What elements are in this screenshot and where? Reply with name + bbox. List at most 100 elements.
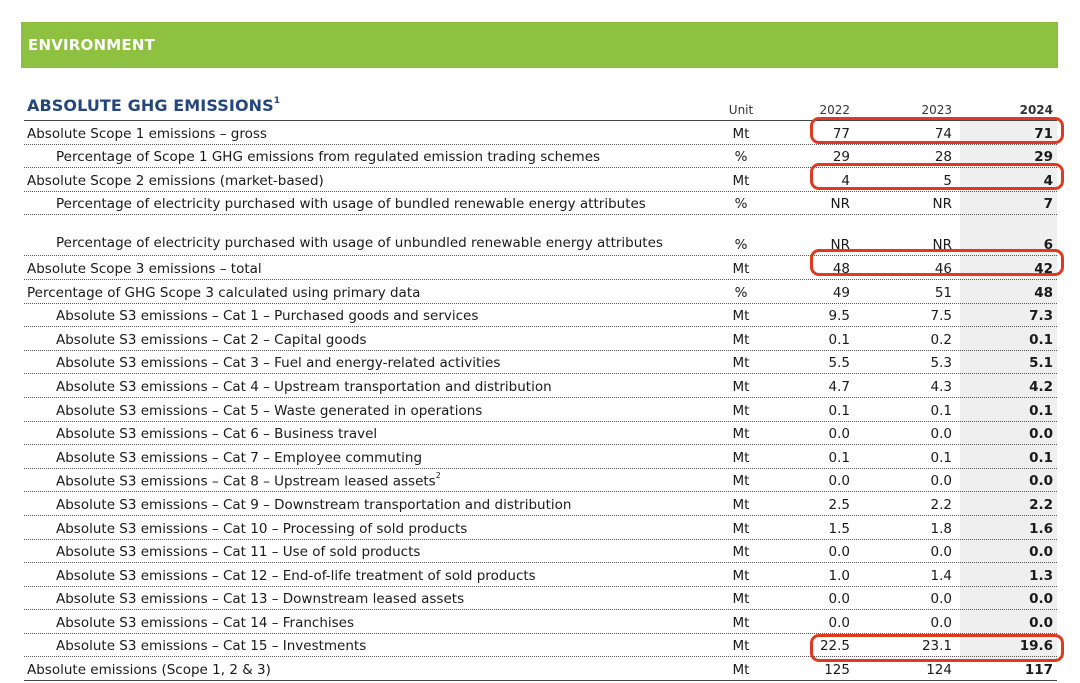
header-2023: 2023 xyxy=(921,103,952,117)
header-unit: Unit xyxy=(728,103,754,117)
value-2023: 0.0 xyxy=(930,614,952,631)
value-2022: 29 xyxy=(832,149,850,166)
value-2022: 22.5 xyxy=(819,638,850,655)
row-label: Absolute S3 emissions – Cat 2 – Capital … xyxy=(56,331,367,348)
table-row: Absolute S3 emissions – Cat 1 – Purchase… xyxy=(24,304,1057,328)
value-2022: 0.1 xyxy=(828,402,850,419)
value-2022: 0.0 xyxy=(828,426,850,443)
table-row: Absolute S3 emissions – Cat 7 – Employee… xyxy=(24,445,1057,469)
value-2023: 1.8 xyxy=(930,520,952,537)
header-2024: 2024 xyxy=(1019,103,1053,117)
value-2023: 0.0 xyxy=(930,591,952,608)
value-2022: 49 xyxy=(832,284,850,301)
row-unit: % xyxy=(734,237,748,254)
row-label: Absolute S3 emissions – Cat 10 – Process… xyxy=(56,520,468,537)
row-label: Absolute S3 emissions – Cat 8 – Upstream… xyxy=(56,470,441,490)
value-2022: 4.7 xyxy=(828,378,850,395)
value-2023: 1.4 xyxy=(930,567,952,584)
row-label: Absolute S3 emissions – Cat 4 – Upstream… xyxy=(56,378,552,395)
value-2023: 23.1 xyxy=(921,638,952,655)
row-unit: Mt xyxy=(732,496,750,513)
row-unit: Mt xyxy=(732,355,750,372)
table-row: Absolute S3 emissions – Cat 13 – Downstr… xyxy=(24,587,1057,611)
row-label: Absolute S3 emissions – Cat 9 – Downstre… xyxy=(56,496,572,513)
value-2024: 5.1 xyxy=(1029,355,1053,372)
row-unit: % xyxy=(734,149,748,166)
value-2024: 1.3 xyxy=(1029,567,1053,584)
value-2022: 77 xyxy=(832,125,850,142)
emissions-table: Absolute Scope 1 emissions – gross Mt 77… xyxy=(24,120,1057,682)
value-2023: 0.0 xyxy=(930,544,952,561)
value-2022: 1.5 xyxy=(828,520,850,537)
table-row: Percentage of GHG Scope 3 calculated usi… xyxy=(24,280,1057,304)
table-row: Absolute Scope 3 emissions – total Mt 48… xyxy=(24,256,1057,280)
table-row: Absolute S3 emissions – Cat 3 – Fuel and… xyxy=(24,351,1057,375)
value-2022: 0.0 xyxy=(828,544,850,561)
value-2023: 2.2 xyxy=(930,496,952,513)
value-2024: 19.6 xyxy=(1019,638,1053,655)
banner-title: ENVIRONMENT xyxy=(28,36,156,54)
value-2023: 4.3 xyxy=(930,378,952,395)
row-footnote: 2 xyxy=(435,470,441,480)
title-footnote: 1 xyxy=(273,95,281,106)
row-label: Absolute S3 emissions – Cat 13 – Downstr… xyxy=(56,591,465,608)
value-2023: 5.3 xyxy=(930,355,952,372)
value-2022: 0.0 xyxy=(828,473,850,490)
value-2022: 48 xyxy=(832,260,850,277)
value-2024: 4 xyxy=(1043,172,1053,189)
row-unit: Mt xyxy=(732,638,750,655)
value-2022: 5.5 xyxy=(828,355,850,372)
table-row: Absolute S3 emissions – Cat 14 – Franchi… xyxy=(24,610,1057,634)
table-row: Absolute S3 emissions – Cat 5 – Waste ge… xyxy=(24,398,1057,422)
value-2024: 71 xyxy=(1034,125,1053,142)
row-unit: Mt xyxy=(732,125,750,142)
value-2023: NR xyxy=(932,196,952,213)
row-label: Absolute S3 emissions – Cat 7 – Employee… xyxy=(56,449,423,466)
value-2024: 0.0 xyxy=(1029,426,1053,443)
table-row: Absolute S3 emissions – Cat 9 – Downstre… xyxy=(24,492,1057,516)
value-2022: 0.0 xyxy=(828,591,850,608)
row-unit: Mt xyxy=(732,402,750,419)
value-2023: 74 xyxy=(934,125,952,142)
value-2023: 46 xyxy=(934,260,952,277)
row-unit: Mt xyxy=(732,567,750,584)
value-2024: 2.2 xyxy=(1029,496,1053,513)
row-label: Absolute S3 emissions – Cat 3 – Fuel and… xyxy=(56,355,501,372)
row-label: Absolute Scope 2 emissions (market-based… xyxy=(27,172,324,189)
table-row: Absolute S3 emissions – Cat 6 – Business… xyxy=(24,422,1057,446)
row-unit: Mt xyxy=(732,260,750,277)
table-row: Absolute Scope 1 emissions – gross Mt 77… xyxy=(24,120,1057,145)
value-2023: 0.1 xyxy=(930,402,952,419)
value-2024: 7.3 xyxy=(1029,308,1053,325)
row-unit: Mt xyxy=(732,426,750,443)
table-row: Absolute S3 emissions – Cat 12 – End-of-… xyxy=(24,563,1057,587)
row-unit: Mt xyxy=(732,614,750,631)
value-2024: 0.0 xyxy=(1029,614,1053,631)
value-2024: 1.6 xyxy=(1029,520,1053,537)
value-2022: 2.5 xyxy=(828,496,850,513)
row-unit: Mt xyxy=(732,544,750,561)
row-unit: Mt xyxy=(732,473,750,490)
row-label-text: Absolute S3 emissions – Cat 8 – Upstream… xyxy=(56,473,436,490)
table-row: Absolute S3 emissions – Cat 2 – Capital … xyxy=(24,327,1057,351)
row-label: Percentage of GHG Scope 3 calculated usi… xyxy=(27,284,421,301)
row-unit: Mt xyxy=(732,591,750,608)
value-2022: NR xyxy=(830,196,850,213)
table-row: Percentage of Scope 1 GHG emissions from… xyxy=(24,145,1057,169)
table-row: Percentage of electricity purchased with… xyxy=(24,192,1057,216)
row-label: Absolute S3 emissions – Cat 11 – Use of … xyxy=(56,544,421,561)
row-unit: Mt xyxy=(732,308,750,325)
value-2024: 0.0 xyxy=(1029,544,1053,561)
row-label: Absolute S3 emissions – Cat 14 – Franchi… xyxy=(56,614,355,631)
value-2023: 0.0 xyxy=(930,473,952,490)
section-banner: ENVIRONMENT xyxy=(21,22,1058,68)
column-2024-shading xyxy=(960,120,1057,661)
table-title-text: ABSOLUTE GHG EMISSIONS xyxy=(27,96,274,115)
value-2023: 7.5 xyxy=(930,308,952,325)
value-2024: 29 xyxy=(1034,149,1053,166)
row-unit: Mt xyxy=(732,449,750,466)
row-unit: Mt xyxy=(732,172,750,189)
value-2023: NR xyxy=(932,237,952,254)
value-2024: 0.0 xyxy=(1029,473,1053,490)
value-2023: 0.1 xyxy=(930,449,952,466)
